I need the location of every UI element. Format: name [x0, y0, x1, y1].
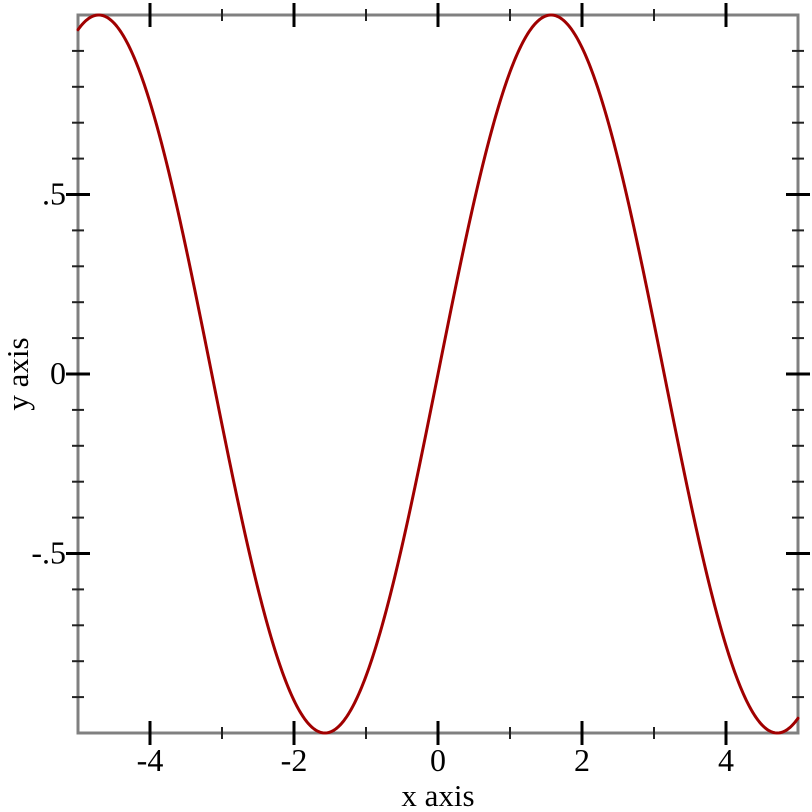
x-tick-label: 2	[574, 742, 590, 778]
x-tick-label: 4	[718, 742, 734, 778]
x-tick-label: -2	[281, 742, 308, 778]
y-axis-label: y axis	[0, 337, 35, 410]
x-tick-label: 0	[430, 742, 446, 778]
x-tick-label: -4	[137, 742, 164, 778]
minor-tick-marks	[72, 9, 804, 739]
y-tick-label: 0	[50, 355, 66, 391]
y-tick-label: -.5	[31, 535, 66, 571]
major-tick-marks	[66, 3, 810, 745]
sine-curve	[76, 13, 800, 735]
y-tick-label: .5	[42, 176, 66, 212]
tick-labels: -4 -2 0 2 4 .5 0 -.5	[31, 176, 734, 779]
x-axis-label: x axis	[401, 778, 474, 812]
